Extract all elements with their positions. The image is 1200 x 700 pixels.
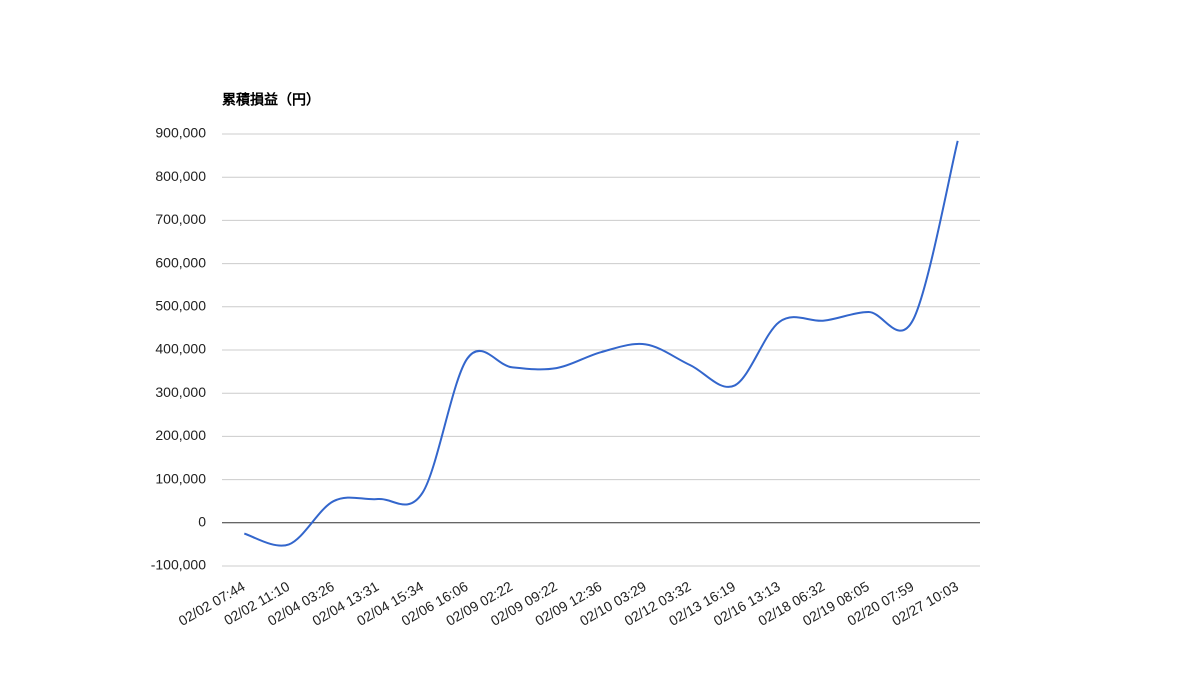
y-tick-label: 600,000: [155, 254, 206, 270]
y-tick-label: -100,000: [151, 557, 206, 573]
y-tick-label: 300,000: [155, 384, 206, 400]
y-tick-label: 700,000: [155, 211, 206, 227]
y-tick-label: 400,000: [155, 341, 206, 357]
y-tick-label: 200,000: [155, 427, 206, 443]
y-tick-label: 500,000: [155, 298, 206, 314]
y-tick-label: 900,000: [155, 125, 206, 141]
line-series: [243, 140, 959, 547]
y-tick-label: 800,000: [155, 168, 206, 184]
y-tick-label: 0: [198, 514, 206, 530]
y-tick-label: 100,000: [155, 470, 206, 486]
chart-title: 累積損益（円）: [222, 92, 320, 108]
